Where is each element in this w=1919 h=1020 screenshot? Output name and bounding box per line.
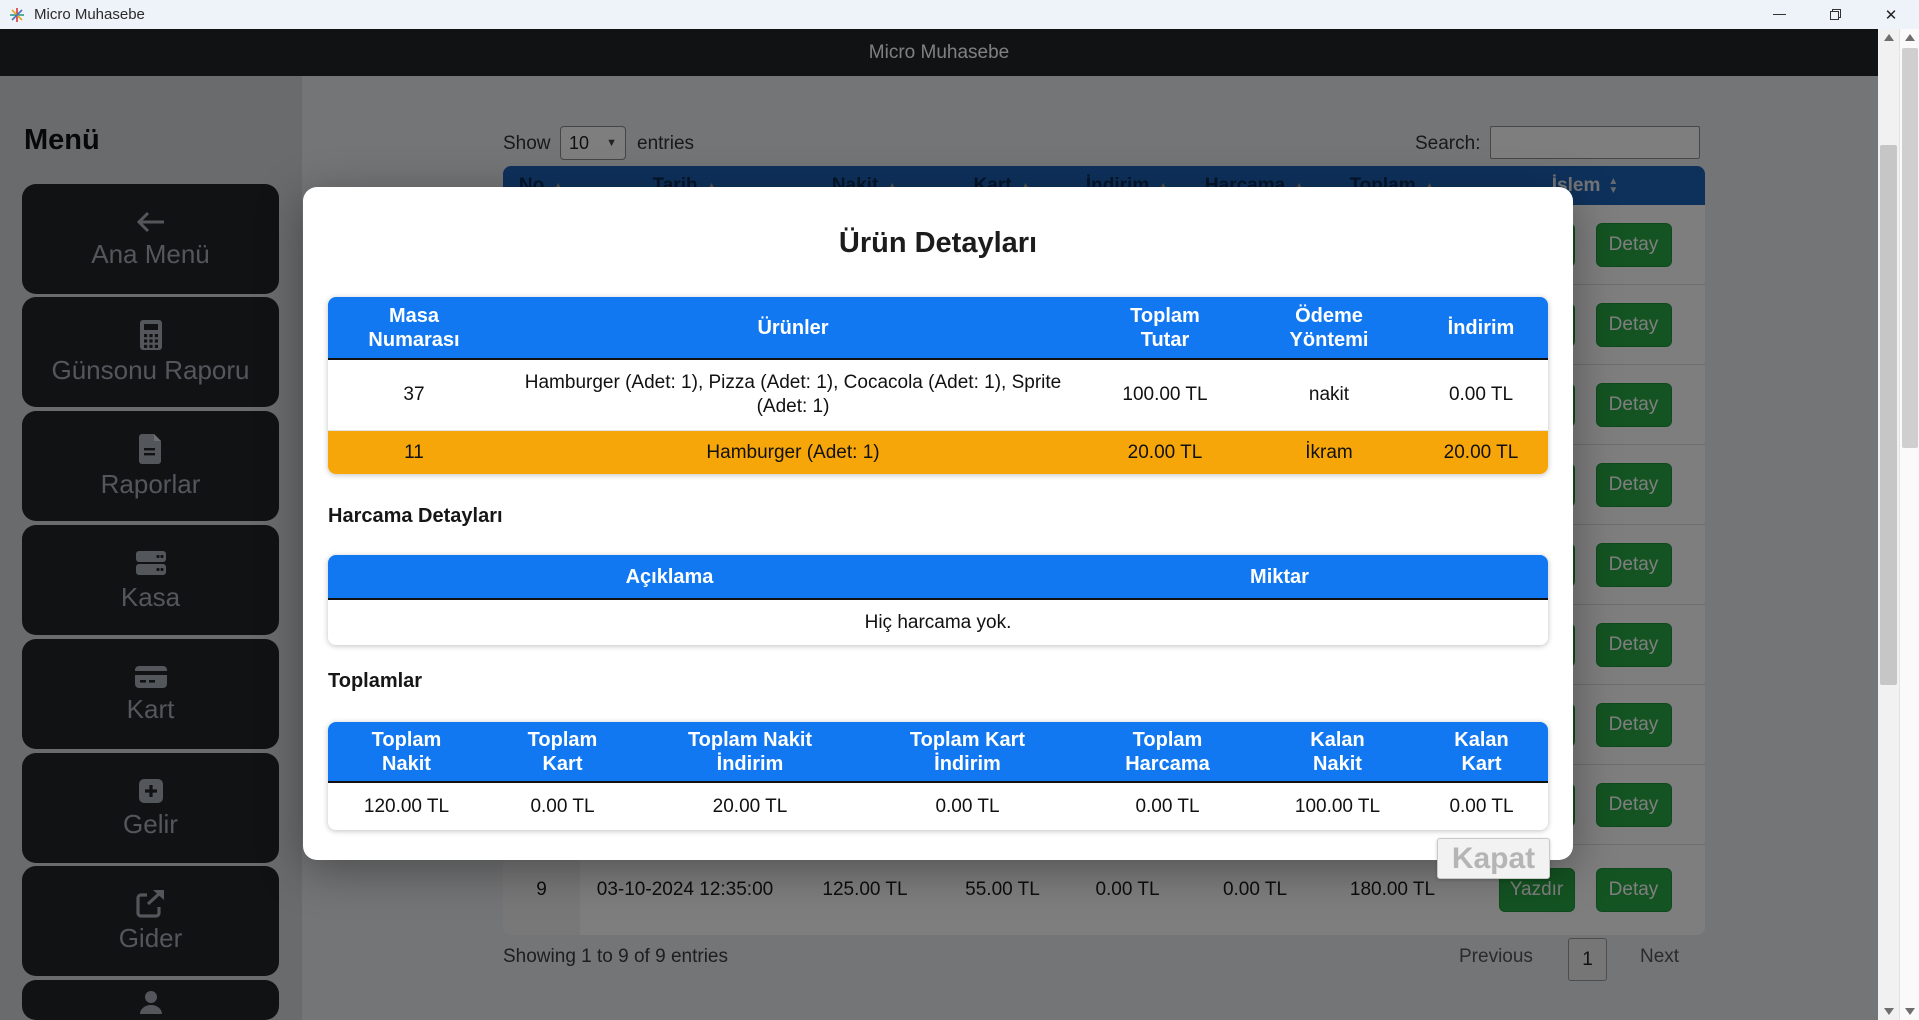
minimize-icon	[1772, 14, 1786, 15]
totals-col-toplam-kart: Toplam Kart	[527, 728, 598, 775]
minimize-button[interactable]	[1751, 0, 1807, 29]
totals-col-toplam-harcama: Toplam Harcama	[1125, 728, 1210, 775]
totals-col-toplam-kart-indirim: Toplam Kart İndirim	[909, 728, 1026, 775]
inner-scrollbar[interactable]	[1878, 29, 1899, 1020]
app-logo-icon	[8, 6, 26, 24]
scrollbar-thumb[interactable]	[1880, 145, 1897, 685]
products-col-odeme: Ödeme Yöntemi	[1289, 304, 1369, 351]
window-titlebar: Micro Muhasebe ✕	[0, 0, 1919, 29]
harcama-empty-row: Hiç harcama yok.	[328, 600, 1548, 645]
totals-table: Toplam Nakit Toplam Kart Toplam Nakit İn…	[328, 722, 1548, 830]
kapat-close-modal-button[interactable]: Kapat	[1437, 838, 1550, 879]
scroll-up-icon[interactable]	[1900, 29, 1919, 46]
maximize-icon	[1829, 9, 1841, 20]
totals-col-toplam-nakit: Toplam Nakit	[371, 728, 442, 775]
close-button[interactable]: ✕	[1863, 0, 1919, 29]
modal-title: Ürün Detayları	[838, 227, 1038, 259]
products-col-masa: Masa Numarası	[368, 304, 460, 351]
totals-col-kalan-kart: Kalan Kart	[1454, 728, 1509, 775]
harcama-col-miktar: Miktar	[1250, 565, 1309, 588]
products-col-indirim: İndirim	[1447, 316, 1515, 339]
scroll-down-icon[interactable]	[1900, 1003, 1919, 1020]
harcama-col-aciklama: Açıklama	[625, 565, 714, 588]
outer-scrollbar[interactable]	[1899, 29, 1919, 1020]
close-icon: ✕	[1884, 6, 1898, 24]
window-title: Micro Muhasebe	[34, 6, 145, 23]
toplamlar-heading: Toplamlar	[328, 670, 423, 692]
scroll-down-icon[interactable]	[1878, 1003, 1899, 1020]
harcama-table: Açıklama Miktar Hiç harcama yok.	[328, 555, 1548, 645]
totals-col-toplam-nakit-indirim: Toplam Nakit İndirim	[687, 728, 813, 775]
products-table: Masa Numarası Ürünler Toplam Tutar Ödeme…	[328, 297, 1548, 474]
totals-col-kalan-nakit: Kalan Nakit	[1310, 728, 1365, 775]
products-col-tutar: Toplam Tutar	[1130, 304, 1200, 351]
product-row-highlighted: 11 Hamburger (Adet: 1) 20.00 TL İkram 20…	[328, 431, 1548, 474]
product-details-modal: Ürün Detayları Masa Numarası Ürünler Top…	[303, 187, 1573, 860]
scrollbar-thumb[interactable]	[1902, 48, 1918, 448]
maximize-button[interactable]	[1807, 0, 1863, 29]
products-col-urunler: Ürünler	[757, 316, 829, 339]
scroll-up-icon[interactable]	[1878, 29, 1899, 46]
totals-row: 120.00 TL 0.00 TL 20.00 TL 0.00 TL 0.00 …	[328, 783, 1548, 830]
harcama-heading: Harcama Detayları	[328, 505, 503, 527]
product-row: 37 Hamburger (Adet: 1), Pizza (Adet: 1),…	[328, 360, 1548, 431]
